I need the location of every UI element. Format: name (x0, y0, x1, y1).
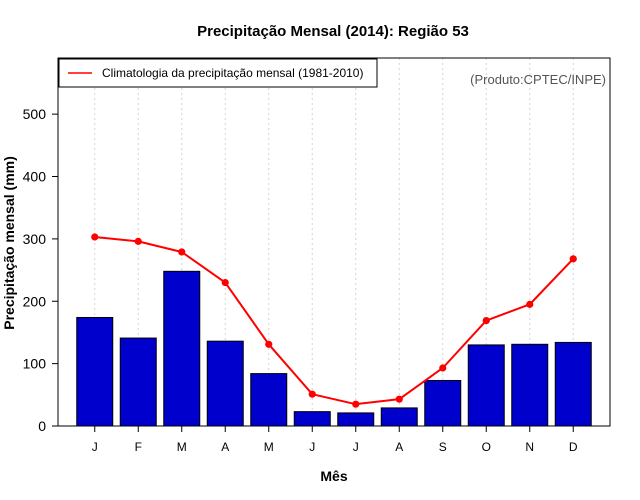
climatology-point-4 (221, 278, 229, 287)
y-axis-label: Precipitação mensal (mm) (1, 156, 17, 330)
legend-box (58, 58, 378, 88)
bar-6 (293, 411, 331, 427)
bar-5 (250, 373, 288, 427)
y-tick-label: 0 (38, 418, 46, 434)
x-axis-label: Mês (320, 468, 347, 484)
x-tick-label-5: M (264, 440, 274, 454)
plot-frame (57, 57, 611, 427)
climatology-point-5 (265, 340, 273, 348)
climatology-point-2 (134, 237, 142, 245)
climatology-point-7 (352, 400, 360, 408)
y-axis: 0 100 200 300 400 500 (23, 106, 58, 434)
climatology-point-3 (178, 248, 186, 256)
climatology-point-1 (91, 233, 99, 241)
y-tick-label: 300 (23, 231, 47, 247)
x-tick-label-6: J (309, 440, 315, 454)
climatology-point-11 (526, 300, 534, 308)
x-tick-label-4: A (221, 440, 229, 454)
bar-11 (511, 343, 549, 427)
x-tick-label-11: N (525, 440, 534, 454)
x-tick-label-10: O (482, 440, 491, 454)
source-note: (Produto:CPTEC/INPE) (470, 72, 606, 87)
bar-9 (424, 379, 462, 427)
x-tick-label-3: M (177, 440, 187, 454)
climatology-point-12 (569, 255, 577, 263)
x-tick-label-2: F (135, 440, 142, 454)
bar-10 (467, 344, 505, 427)
climatology-point-6 (308, 390, 316, 398)
x-tick-label-7: J (353, 440, 359, 454)
y-tick-label: 400 (23, 169, 47, 185)
climatology-point-9 (439, 364, 447, 372)
bar-4 (206, 340, 244, 427)
x-tick-label-8: A (395, 440, 403, 454)
bar-1 (76, 316, 114, 427)
bar-12 (554, 341, 592, 427)
y-tick-label: 100 (23, 356, 47, 372)
legend-label: Climatologia da precipitação mensal (198… (102, 66, 363, 80)
x-tick-label-9: S (439, 440, 447, 454)
bar-8 (380, 407, 418, 427)
climatology-line (94, 236, 574, 406)
bar-2 (119, 337, 157, 427)
y-tick-label: 500 (23, 106, 47, 122)
y-tick-label: 200 (23, 293, 47, 309)
bar-7 (337, 412, 375, 427)
climatology-line-series (91, 233, 577, 408)
x-tick-label-12: D (569, 440, 578, 454)
x-tick-label-1: J (92, 440, 98, 454)
climatology-point-8 (395, 395, 403, 403)
bars (76, 270, 592, 427)
chart-title: Precipitação Mensal (2014): Região 53 (197, 23, 469, 40)
legend: Climatologia da precipitação mensal (198… (58, 58, 378, 88)
climatology-point-10 (482, 316, 490, 325)
bar-3 (163, 270, 201, 427)
